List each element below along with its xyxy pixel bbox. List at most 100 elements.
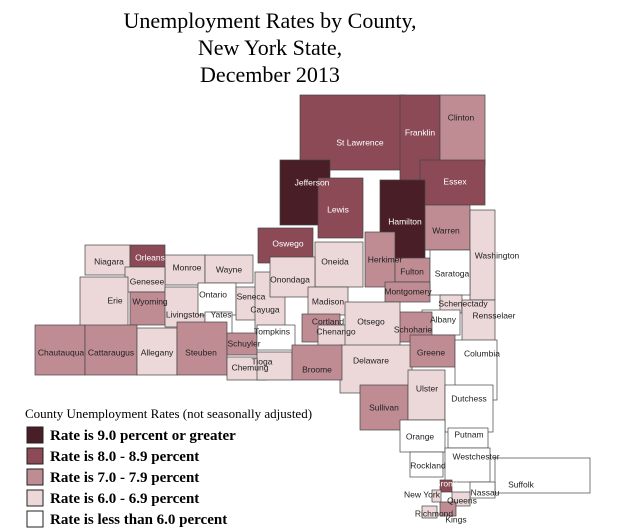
- county-label: Bronx: [435, 478, 458, 488]
- county-label: Greene: [417, 347, 446, 357]
- legend-label: Rate is 7.0 - 7.9 percent: [50, 470, 199, 486]
- county: [419, 159, 486, 206]
- county-layer: [34, 94, 591, 519]
- county-label: St Lawrence: [336, 137, 384, 147]
- county: [197, 282, 237, 316]
- county-label: Nassau: [471, 487, 500, 497]
- county: [424, 204, 471, 251]
- county-label: Warren: [432, 225, 460, 235]
- county: [384, 281, 431, 303]
- county-label: Herkimer: [368, 254, 403, 264]
- county-label: Hamilton: [388, 216, 422, 226]
- county-label: Westchester: [452, 451, 499, 461]
- legend-swatch: [26, 489, 44, 507]
- county: [34, 324, 86, 376]
- county-label: Rensselaer: [473, 310, 516, 320]
- county: [407, 369, 446, 421]
- county: [84, 324, 138, 376]
- county-label: Cayuga: [250, 304, 280, 314]
- county-label: Richmond: [415, 508, 454, 518]
- county-label: Monroe: [173, 262, 202, 272]
- county-label: Wayne: [216, 264, 242, 274]
- county: [494, 457, 591, 494]
- county-label: Seneca: [237, 291, 266, 301]
- county: [256, 351, 293, 381]
- legend-swatch: [26, 510, 44, 528]
- county-label: Ontario: [199, 289, 227, 299]
- county-label: Chautauqua: [38, 347, 85, 357]
- county-label: Delaware: [353, 355, 389, 365]
- county-label: Broome: [302, 364, 332, 374]
- legend-swatch: [26, 447, 44, 465]
- county: [421, 505, 438, 519]
- county-label: Allegany: [141, 347, 174, 357]
- county-label: Albany: [430, 314, 457, 324]
- county: [129, 291, 171, 326]
- legend-label: Rate is 6.0 - 6.9 percent: [50, 491, 199, 507]
- county: [444, 384, 494, 433]
- county-label: Orange: [406, 431, 435, 441]
- county-label: Genesee: [130, 276, 165, 286]
- county: [469, 481, 496, 499]
- county-label: Jefferson: [295, 177, 330, 187]
- county-label: Otsego: [357, 316, 385, 326]
- county-label: Clinton: [448, 112, 475, 122]
- county: [451, 491, 471, 507]
- county: [204, 254, 254, 284]
- county-label: Madison: [312, 296, 344, 306]
- county-label: Chemung: [232, 362, 269, 372]
- county-label: Montgomery: [384, 286, 432, 296]
- county: [314, 241, 364, 288]
- county-label: Queens: [447, 495, 477, 505]
- county-label: Tioga: [252, 356, 273, 366]
- legend-label: Rate is less than 6.0 percent: [50, 512, 227, 528]
- county-label: Schenectady: [438, 298, 488, 308]
- county: [399, 419, 446, 453]
- county: [164, 254, 206, 286]
- county: [429, 249, 471, 296]
- county-label: Putnam: [454, 429, 483, 439]
- title-line: Unemployment Rates by County,: [123, 8, 416, 33]
- title-line: December 2013: [200, 62, 340, 87]
- county-label: Fulton: [400, 266, 424, 276]
- label-layer: St Lawrence Franklin Clinton Essex Jefferson…: [38, 112, 535, 524]
- legend-label: Rate is 8.0 - 8.9 percent: [50, 449, 199, 465]
- county: [84, 244, 131, 276]
- title-line: New York State,: [198, 35, 342, 60]
- county-label: Wyoming: [132, 296, 168, 306]
- county-label: Orleans: [135, 252, 165, 262]
- county: [439, 501, 457, 517]
- county-label: Suffolk: [508, 479, 535, 489]
- county-label: Sullivan: [369, 402, 399, 412]
- county-label: Oswego: [272, 238, 303, 248]
- county: [409, 451, 444, 478]
- county: [444, 447, 491, 483]
- county-label: Washington: [475, 250, 520, 260]
- legend-swatch: [26, 426, 44, 444]
- county-label: Saratoga: [435, 268, 470, 278]
- county-label: Lewis: [327, 204, 349, 214]
- county-label: Cortland: [312, 316, 344, 326]
- county: [461, 299, 496, 346]
- county-label: Tompkins: [254, 326, 290, 336]
- county: [124, 266, 166, 293]
- county-label: Rockland: [410, 460, 446, 470]
- county-label: Ulster: [416, 383, 438, 393]
- legend: Rate is 9.0 percent or greater Rate is 8.…: [26, 426, 236, 528]
- county: [431, 489, 442, 503]
- county: [291, 344, 343, 381]
- county-label: Cattaraugus: [88, 347, 134, 357]
- county: [299, 94, 406, 171]
- county-label: Chenango: [316, 326, 356, 336]
- county-label: Essex: [443, 176, 467, 186]
- county-label: Oneida: [321, 256, 349, 266]
- county: [344, 301, 401, 348]
- county: [439, 94, 486, 166]
- county-label: Livingston: [166, 309, 205, 319]
- county-label: Niagara: [94, 256, 124, 266]
- county-label: Dutchess: [451, 393, 486, 403]
- county: [136, 327, 178, 376]
- county-label: Columbia: [464, 348, 500, 358]
- legend-label: Rate is 9.0 percent or greater: [50, 428, 236, 444]
